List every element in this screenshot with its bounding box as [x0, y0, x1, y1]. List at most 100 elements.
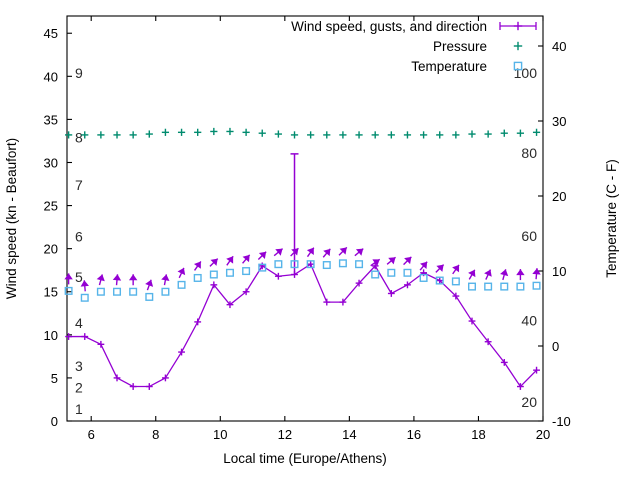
wind-direction-arrow-head: [339, 247, 347, 255]
beaufort-scale-label: 8: [75, 130, 83, 146]
y-axis-tick-label: 0: [51, 414, 58, 429]
wind-direction-arrow-head: [306, 247, 314, 255]
x-axis-tick-label: 8: [152, 427, 159, 442]
temperature-point: [371, 270, 380, 279]
wind-direction-arrow-head: [516, 269, 525, 276]
wind-direction-arrow-head: [161, 274, 170, 281]
wind-direction-arrow-head: [323, 248, 331, 257]
y-axis-tick-label: 25: [44, 199, 58, 214]
y-axis-tick-label: 10: [44, 328, 58, 343]
wind-direction-arrow-head: [80, 280, 89, 287]
wind-direction-arrow-head: [242, 254, 250, 263]
fahrenheit-scale-label: 80: [521, 145, 537, 161]
wind-direction-arrow-head: [291, 248, 299, 256]
temperature-point: [193, 273, 202, 282]
wind-direction-arrow-head: [372, 259, 380, 267]
wind-direction-arrow-head: [193, 261, 201, 269]
wind-direction-arrow-head: [532, 268, 541, 275]
temperature-point: [225, 268, 234, 277]
temperature-point: [177, 280, 186, 289]
fahrenheit-scale-label: 20: [521, 394, 537, 410]
wind-direction-arrow-head: [112, 274, 122, 281]
temperature-point: [129, 287, 138, 296]
x-axis-tick-label: 10: [213, 427, 227, 442]
temperature-point: [80, 293, 89, 302]
wind-direction-arrow-head: [177, 267, 186, 276]
wind-direction-arrow-head: [404, 256, 412, 265]
wind-direction-arrow-head: [64, 273, 73, 280]
beaufort-scale-label: 3: [75, 358, 83, 374]
beaufort-scale-label: 4: [75, 315, 83, 331]
temperature-point: [387, 268, 396, 277]
beaufort-scale-label: 6: [75, 229, 83, 245]
temperature-point: [338, 259, 347, 268]
y-axis-tick-label: 20: [44, 242, 58, 257]
x-axis-tick-label: 6: [88, 427, 95, 442]
x-axis-tick-label: 16: [407, 427, 421, 442]
temperature-point: [419, 273, 428, 282]
fahrenheit-scale-label: 60: [521, 228, 537, 244]
beaufort-scale-label: 2: [75, 380, 83, 396]
beaufort-scale-label: 1: [75, 401, 83, 417]
x-axis-tick-label: 20: [536, 427, 550, 442]
y-axis-tick-label: 30: [44, 155, 58, 170]
y-axis-tick-label: 5: [51, 371, 58, 386]
wind-direction-arrow-head: [145, 279, 154, 287]
legend-label-2: Temperature: [411, 59, 487, 74]
wind-direction-arrow-head: [500, 269, 509, 277]
temperature-point: [516, 282, 525, 291]
legend-label-0: Wind speed, gusts, and direction: [291, 19, 487, 34]
y2-axis-tick-label: 0: [552, 339, 559, 354]
wind-direction-arrow-head: [355, 248, 364, 256]
x-axis-tick-label: 12: [278, 427, 292, 442]
beaufort-scale-label: 5: [75, 269, 83, 285]
temperature-point: [500, 282, 509, 291]
wind-direction-arrow-head: [436, 264, 444, 272]
y-axis-tick-label: 35: [44, 112, 58, 127]
legend-label-1: Pressure: [433, 39, 487, 54]
temperature-point: [209, 270, 218, 279]
temperature-point: [403, 268, 412, 277]
wind-direction-arrow-head: [420, 261, 428, 270]
fahrenheit-scale-label: 40: [521, 312, 537, 328]
beaufort-scale-label: 7: [75, 177, 83, 193]
temperature-point: [258, 263, 267, 272]
temperature-point: [96, 287, 105, 296]
temperature-point: [468, 282, 477, 291]
wind-direction-arrow-head: [128, 274, 138, 281]
wind-direction-arrow-head: [258, 251, 267, 259]
x-axis-tick-label: 18: [471, 427, 485, 442]
wind-speed-line: [68, 263, 538, 388]
temperature-point: [484, 282, 493, 291]
temperature-point: [532, 281, 541, 290]
wind-direction-arrow-head: [210, 258, 218, 266]
plot-frame: [66, 15, 544, 422]
x-axis-title: Local time (Europe/Athens): [223, 451, 387, 466]
temperature-point: [274, 260, 283, 269]
temperature-point: [64, 286, 73, 295]
temperature-point: [435, 276, 444, 285]
y-axis-tick-label: 15: [44, 285, 58, 300]
wind-direction-arrow-head: [275, 248, 283, 256]
temperature-point: [322, 261, 331, 270]
y2-axis-tick-label: 10: [552, 264, 566, 279]
temperature-point: [242, 267, 251, 276]
temperature-point: [355, 260, 364, 269]
temperature-point: [290, 260, 299, 269]
y2-axis-tick-label: -10: [552, 414, 571, 429]
wind-direction-arrow-head: [484, 269, 492, 277]
y-axis-tick-label: 40: [44, 69, 58, 84]
y-axis-tick-label: 45: [44, 26, 58, 41]
fahrenheit-scale-label: 100: [514, 65, 538, 81]
y2-axis-tick-label: 20: [552, 189, 566, 204]
temperature-point: [451, 277, 460, 286]
wind-direction-arrow-head: [468, 269, 476, 278]
wind-direction-arrow-head: [388, 257, 396, 265]
y2-axis-tick-label: 40: [552, 39, 566, 54]
temperature-point: [113, 287, 122, 296]
wind-direction-arrow-head: [226, 256, 234, 264]
beaufort-scale-label: 9: [75, 65, 83, 81]
y2-axis-title: Temperature (C - F): [604, 159, 619, 278]
